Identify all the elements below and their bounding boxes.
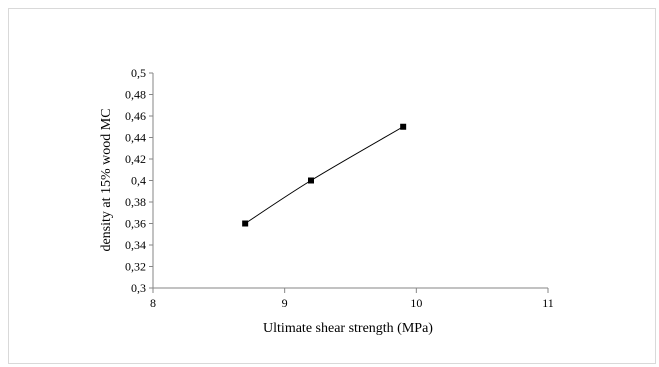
y-axis: 0,3 0,32 0,34 0,36 0,38 0,4 0,42 0,44 0,46 0,48 0,…: [125, 66, 154, 295]
y-tick-label: 0,34: [125, 238, 146, 252]
y-tick-label: 0,46: [125, 109, 146, 123]
y-tick-label: 0,42: [125, 152, 146, 166]
x-tick-label: 11: [542, 296, 554, 310]
data-series: [242, 123, 407, 227]
data-point: [242, 220, 249, 227]
series-line: [244, 126, 404, 224]
data-point: [308, 177, 314, 184]
y-tick-label: 0,32: [125, 260, 146, 274]
data-point: [400, 123, 407, 130]
y-tick-label: 0,4: [131, 174, 146, 188]
chart-frame: [8, 8, 656, 364]
y-tick-label: 0,38: [125, 195, 146, 209]
y-tick-label: 0,44: [125, 131, 146, 145]
x-tick-label: 9: [282, 296, 288, 310]
y-tick-label: 0,36: [125, 217, 146, 231]
x-tick-label: 8: [150, 296, 156, 310]
y-axis-title: density at 15% wood MC: [99, 108, 114, 251]
x-axis: 8 9 10 11: [150, 287, 554, 310]
y-tick-label: 0,3: [131, 281, 146, 295]
x-tick-label: 10: [410, 296, 422, 310]
y-tick-label: 0,48: [125, 88, 146, 102]
y-tick-label: 0,5: [131, 66, 146, 80]
x-axis-title: Ultimate shear strength (MPa): [263, 321, 433, 336]
